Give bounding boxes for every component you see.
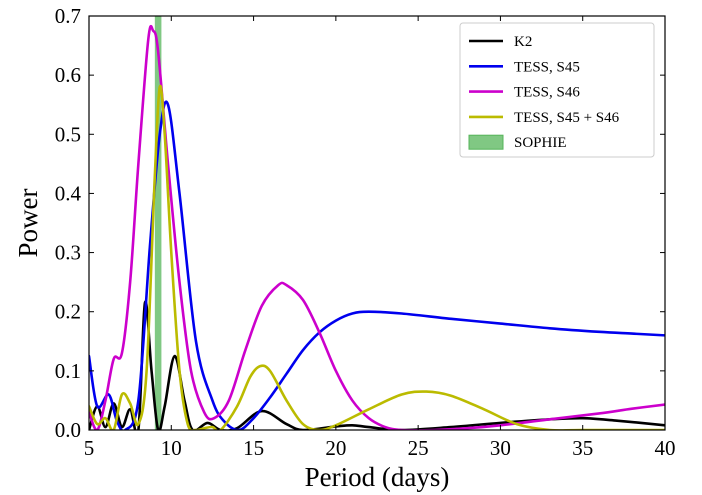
legend-label-tess-s45: TESS, S45: [514, 59, 580, 75]
legend: K2 TESS, S45 TESS, S46 TESS, S45 + S46 SOPHI…: [459, 22, 655, 158]
x-tick-label: 35: [572, 436, 593, 460]
legend-label-tess-s45-s46: TESS, S45 + S46: [514, 110, 620, 126]
x-tick-label: 5: [84, 436, 95, 460]
x-axis-label: Period (days): [305, 462, 450, 492]
series-line-tess-s45: [89, 100, 665, 430]
legend-items: K2 TESS, S45 TESS, S46 TESS, S45 + S46 SOPHI…: [468, 34, 620, 151]
y-tick-label: 0.2: [55, 300, 81, 324]
y-tick-label: 0.0: [55, 418, 81, 442]
legend-label-tess-s46: TESS, S46: [514, 85, 580, 101]
x-tick-label: 25: [408, 436, 429, 460]
x-tick-label: 20: [325, 436, 346, 460]
sophie-band-layer: [154, 16, 162, 430]
y-axis-ticks: 0.0 0.1 0.2 0.3 0.4 0.5 0.6 0.7: [55, 4, 665, 442]
x-tick-label: 15: [243, 436, 264, 460]
plot-frame: [88, 15, 666, 431]
x-tick-label: 40: [655, 436, 676, 460]
series-line-tess-s45-s46: [89, 84, 665, 430]
y-tick-label: 0.6: [55, 63, 81, 87]
x-tick-label: 10: [161, 436, 182, 460]
y-tick-label: 0.1: [55, 359, 81, 383]
x-axis-ticks: 5 10 15 20 25 30 35 40: [84, 16, 676, 460]
sophie-band: [154, 16, 162, 430]
y-tick-label: 0.4: [55, 181, 82, 205]
x-tick-label: 30: [490, 436, 511, 460]
legend-label-sophie: SOPHIE: [514, 135, 567, 151]
legend-frame: [459, 22, 655, 158]
legend-swatch-sophie: [468, 134, 504, 150]
y-tick-label: 0.3: [55, 241, 81, 265]
y-axis-label: Power: [13, 189, 43, 258]
y-tick-label: 0.5: [55, 122, 81, 146]
series-line-k2: [89, 300, 665, 430]
y-tick-label: 0.7: [55, 4, 81, 28]
legend-label-k2: K2: [514, 34, 532, 50]
